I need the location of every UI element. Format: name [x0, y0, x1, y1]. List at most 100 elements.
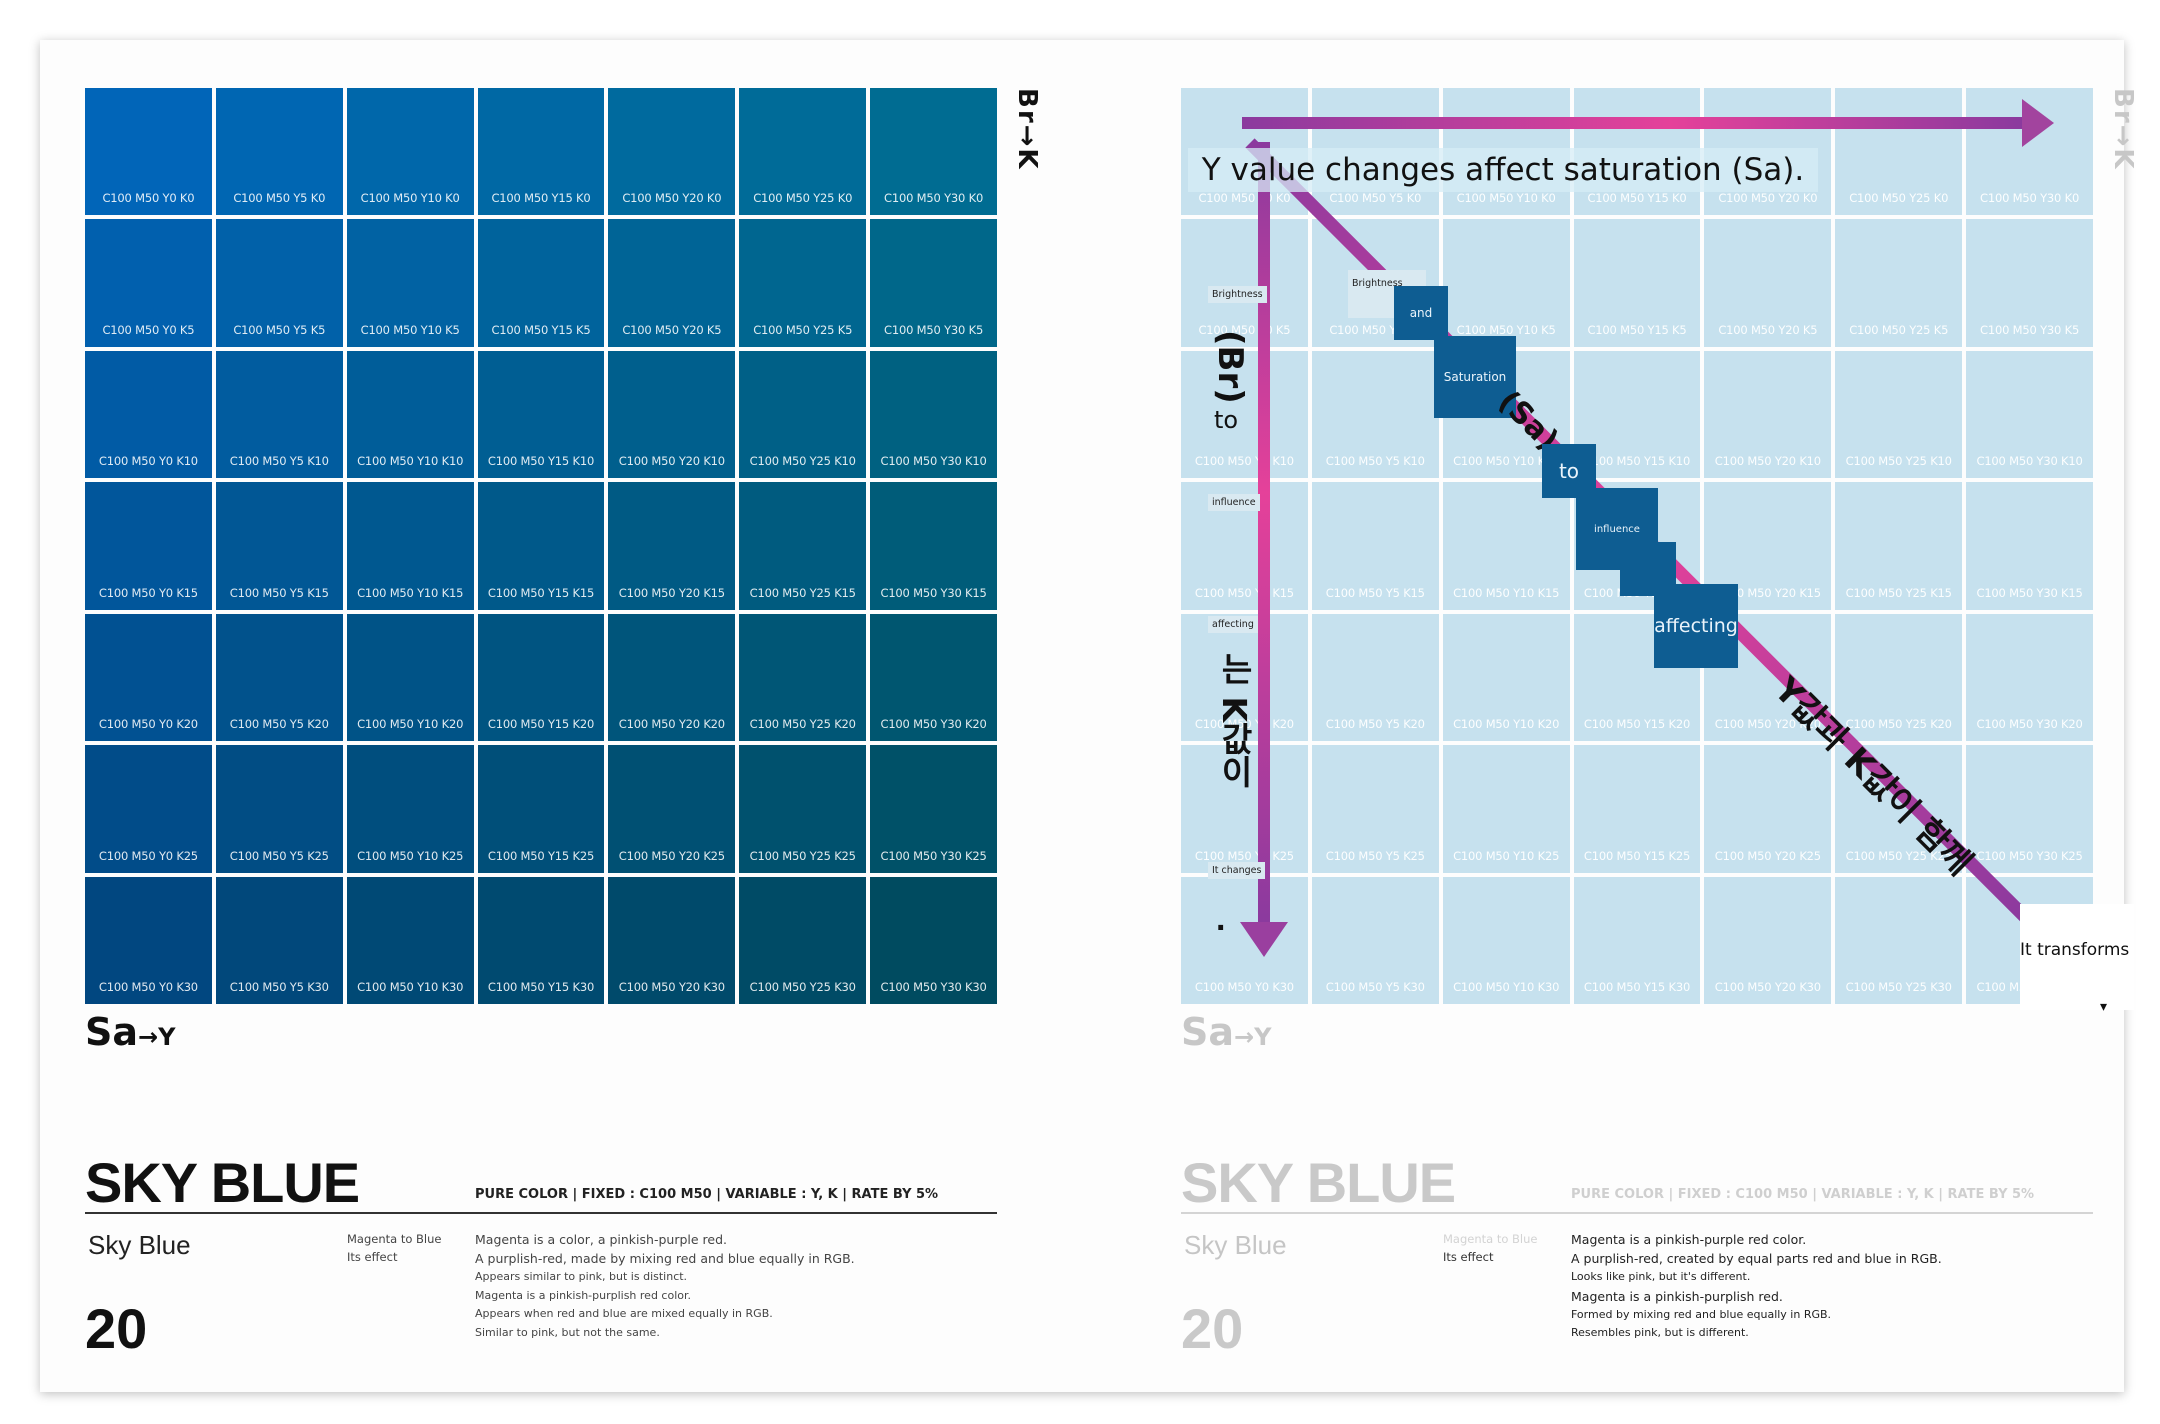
swatch-label: C100 M50 Y0 K30: [98, 980, 198, 994]
swatch-label: C100 M50 Y20 K5: [1718, 322, 1818, 337]
description-line: Appears similar to pink, but is distinct…: [475, 1270, 688, 1283]
swatch-label: C100 M50 Y0 K15: [1194, 585, 1294, 600]
swatch-label: C100 M50 Y5 K15: [229, 585, 329, 600]
swatch-label: C100 M50 Y25 K30: [1845, 980, 1952, 994]
color-swatch: C100 M50 Y25 K5: [739, 219, 867, 347]
description-block: Magenta is a pinkish-purple red color. A…: [1571, 1230, 1942, 1343]
color-swatch: C100 M50 Y0 K5: [1181, 219, 1308, 347]
color-swatch: C100 M50 Y5 K0: [215, 88, 343, 216]
divider: [85, 1212, 997, 1214]
description-line: A purplish-red, created by equal parts r…: [1571, 1251, 1942, 1266]
color-swatch: C100 M50 Y10 K30: [1442, 876, 1570, 1004]
swatch-label: C100 M50 Y10 K5: [360, 322, 460, 337]
vertical-word: to: [1214, 406, 1239, 434]
color-swatch: C100 M50 Y0 K25: [85, 745, 212, 873]
color-swatch: C100 M50 Y20 K30: [608, 876, 736, 1004]
swatch-label: C100 M50 Y5 K30: [229, 980, 329, 994]
color-swatch: C100 M50 Y5 K15: [215, 482, 343, 610]
vertical-word: influence: [1208, 494, 1260, 511]
swatch-label: C100 M50 Y30 K5: [884, 322, 984, 337]
swatch-label: C100 M50 Y20 K0: [622, 191, 722, 206]
color-swatch: C100 M50 Y15 K25: [477, 745, 605, 873]
color-swatch: C100 M50 Y25 K20: [739, 613, 867, 742]
swatch-label: C100 M50 Y20 K10: [1714, 454, 1821, 469]
swatch-label: C100 M50 Y20 K30: [618, 980, 725, 994]
color-swatch: C100 M50 Y0 K30: [85, 876, 212, 1004]
description-line: Magenta is a pinkish-purple red color.: [1571, 1232, 1807, 1247]
diagonal-word: affecting: [1654, 584, 1738, 668]
swatch-label: C100 M50 Y30 K15: [880, 585, 987, 600]
color-swatch: C100 M50 Y5 K5: [215, 219, 343, 347]
swatch-label: C100 M50 Y15 K30: [1583, 980, 1691, 994]
swatch-label: C100 M50 Y25 K25: [749, 848, 856, 863]
caret-icon: ▾: [2100, 998, 2108, 1014]
color-swatch: C100 M50 Y20 K20: [608, 613, 736, 742]
swatch-label: C100 M50 Y5 K20: [1325, 717, 1425, 732]
color-swatch: C100 M50 Y30 K15: [870, 482, 997, 610]
vertical-word: It changes: [1208, 862, 1266, 879]
swatch-label: C100 M50 Y25 K10: [1845, 454, 1952, 469]
swatch-label: C100 M50 Y25 K5: [753, 322, 853, 337]
color-swatch: C100 M50 Y30 K15: [1966, 482, 2093, 610]
color-swatch: C100 M50 Y0 K30: [1181, 876, 1308, 1004]
color-swatch: C100 M50 Y25 K10: [739, 350, 867, 479]
color-swatch: C100 M50 Y5 K30: [1311, 876, 1439, 1004]
description-line: A purplish-red, made by mixing red and b…: [475, 1251, 855, 1266]
page-number: 20: [85, 1297, 148, 1360]
meta-block: Magenta to Blue Its effect: [347, 1230, 442, 1266]
color-swatch: C100 M50 Y20 K25: [608, 745, 736, 873]
swatch-label: C100 M50 Y15 K0: [1587, 191, 1687, 206]
color-swatch: C100 M50 Y10 K25: [1442, 745, 1570, 873]
color-swatch: C100 M50 Y25 K0: [739, 88, 867, 216]
swatch-label: C100 M50 Y10 K15: [357, 585, 464, 600]
brightness-axis-label: Br→K: [1012, 88, 1042, 171]
annotation-headline: Y value changes affect saturation (Sa).: [1188, 148, 1818, 192]
swatch-label: C100 M50 Y10 K30: [1453, 980, 1560, 994]
color-swatch: C100 M50 Y15 K30: [1573, 876, 1701, 1004]
swatch-label: C100 M50 Y20 K30: [1714, 980, 1821, 994]
color-swatch: C100 M50 Y20 K30: [1704, 876, 1832, 1004]
saturation-axis-label: Sa→Y: [85, 1010, 176, 1054]
color-swatch: C100 M50 Y30 K0: [870, 88, 997, 216]
color-swatch: C100 M50 Y10 K5: [346, 219, 474, 347]
color-swatch: C100 M50 Y10 K15: [1442, 482, 1570, 610]
description-line: Magenta is a pinkish-purplish red.: [1571, 1288, 1783, 1304]
left-page: C100 M50 Y0 K0 C100 M50 Y5 K0 C100 M50 Y10…: [40, 40, 1082, 1392]
description-line: Magenta is a pinkish-purplish red color.: [475, 1288, 692, 1302]
color-swatch: C100 M50 Y30 K20: [870, 613, 997, 742]
color-swatch: C100 M50 Y10 K20: [346, 613, 474, 742]
page-subtitle: Sky Blue: [88, 1230, 191, 1260]
swatch-label: C100 M50 Y15 K25: [1583, 848, 1691, 863]
color-swatch: C100 M50 Y10 K5: [1442, 219, 1570, 347]
color-swatch: C100 M50 Y5 K10: [1311, 350, 1439, 479]
swatch-label: C100 M50 Y25 K20: [749, 717, 856, 732]
saturation-axis-label: Sa→Y: [1181, 1010, 1272, 1054]
color-swatch: C100 M50 Y5 K10: [215, 350, 343, 479]
swatch-label: C100 M50 Y20 K25: [618, 848, 725, 863]
color-swatch: C100 M50 Y30 K25: [870, 745, 997, 873]
description-line: Formed by mixing red and blue equally in…: [1571, 1307, 1832, 1321]
saturation-axis-abbrev: Sa: [85, 1010, 139, 1054]
color-swatch: C100 M50 Y10 K25: [346, 745, 474, 873]
swatch-label: C100 M50 Y15 K0: [491, 191, 591, 206]
color-swatch: C100 M50 Y20 K0: [608, 88, 736, 216]
swatch-label: C100 M50 Y15 K10: [487, 454, 595, 469]
swatch-label: C100 M50 Y30 K0: [884, 191, 984, 206]
swatch-label: C100 M50 Y10 K20: [357, 717, 464, 732]
right-page: C100 M50 Y0 K0 C100 M50 Y5 K0 C100 M50 Y10…: [1082, 40, 2138, 1392]
swatch-label: C100 M50 Y0 K30: [1194, 980, 1294, 994]
color-swatch: C100 M50 Y25 K0: [1835, 88, 1963, 216]
swatch-label: C100 M50 Y5 K30: [1325, 980, 1425, 994]
swatch-label: C100 M50 Y15 K20: [487, 717, 595, 732]
color-swatch: C100 M50 Y5 K25: [1311, 745, 1439, 873]
swatch-label: C100 M50 Y25 K15: [749, 585, 856, 600]
color-swatch: C100 M50 Y10 K20: [1442, 613, 1570, 742]
swatch-label: C100 M50 Y0 K10: [1194, 454, 1294, 469]
color-swatch: C100 M50 Y15 K0: [477, 88, 605, 216]
vertical-word: .: [1216, 900, 1226, 938]
color-swatch: C100 M50 Y15 K10: [477, 350, 605, 479]
swatch-label: C100 M50 Y5 K25: [1325, 848, 1425, 863]
vertical-word: Brightness: [1208, 286, 1267, 303]
color-spec: PURE COLOR | FIXED : C100 M50 | VARIABLE…: [1571, 1187, 2035, 1202]
swatch-label: C100 M50 Y5 K0: [233, 191, 326, 206]
